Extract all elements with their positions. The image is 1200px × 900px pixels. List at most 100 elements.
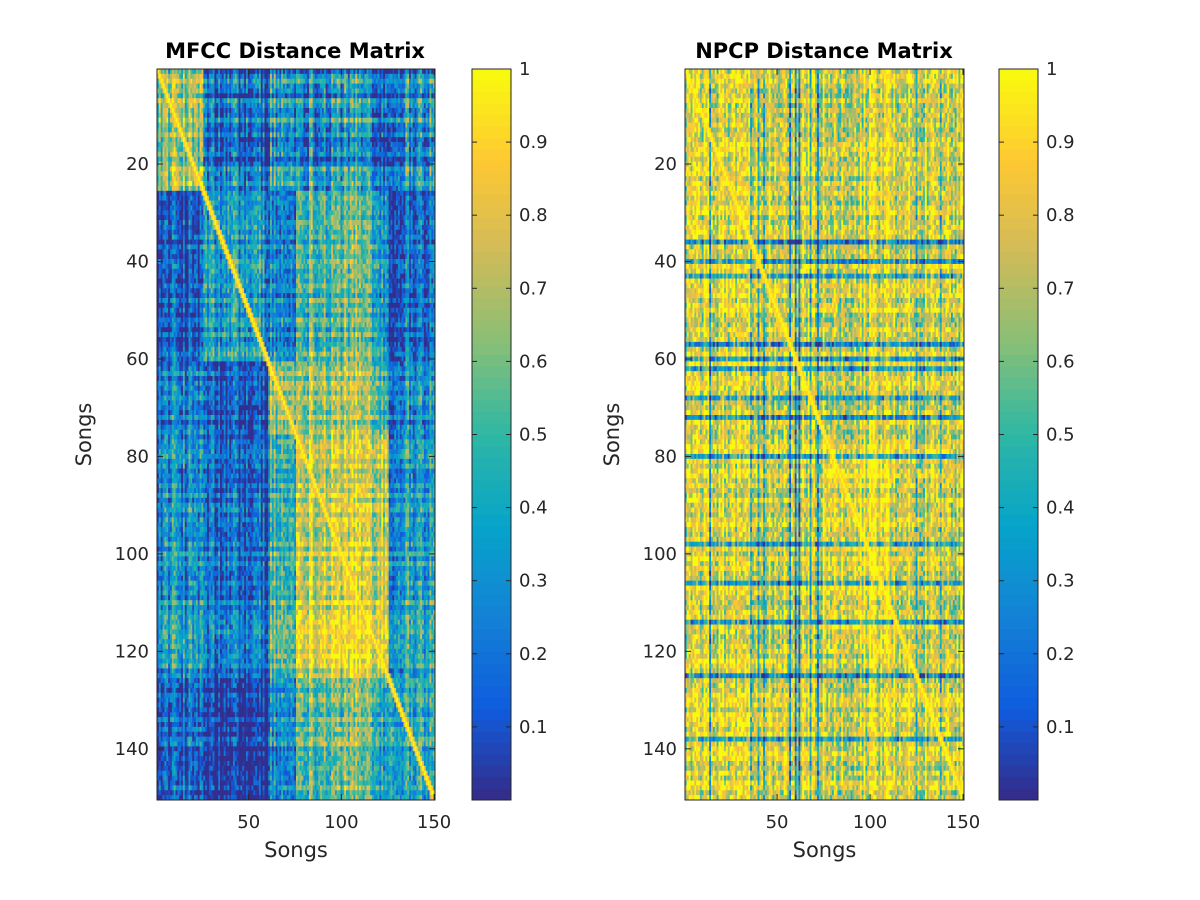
heatmap-cell xyxy=(318,73,321,80)
heatmap-cell xyxy=(331,103,334,109)
heatmap-cell xyxy=(225,88,228,94)
heatmap-cell xyxy=(336,73,339,80)
heatmap-cell xyxy=(327,73,330,80)
heatmap-cell xyxy=(173,88,176,94)
heatmap-cell xyxy=(249,93,252,99)
heatmap-cell xyxy=(316,117,319,123)
heatmap-cell xyxy=(397,69,401,75)
heatmap-cell xyxy=(279,69,282,75)
heatmap-cell xyxy=(271,93,275,99)
heatmap-cell xyxy=(201,93,204,99)
heatmap-cell xyxy=(253,93,256,99)
heatmap-cell xyxy=(362,78,365,84)
heatmap-cell xyxy=(418,112,421,119)
heatmap-cell xyxy=(401,78,404,84)
heatmap-cell xyxy=(329,117,332,123)
heatmap-cell xyxy=(314,83,317,89)
heatmap-cell xyxy=(277,88,280,94)
heatmap-cell xyxy=(425,83,428,89)
heatmap-cell xyxy=(425,107,428,114)
heatmap-cell xyxy=(377,73,380,80)
heatmap-cell xyxy=(299,107,302,114)
heatmap-cell xyxy=(192,117,195,123)
heatmap-cell xyxy=(238,93,241,99)
heatmap-cell xyxy=(234,83,238,89)
heatmap-cell xyxy=(199,107,202,114)
mfcc-panel: MFCC Distance Matrix 50 100 150 2040608010… xyxy=(72,39,548,862)
heatmap-cell xyxy=(188,83,191,89)
heatmap-cell xyxy=(351,98,354,104)
heatmap-cell xyxy=(216,69,219,75)
heatmap-cell xyxy=(327,69,330,75)
heatmap-cell xyxy=(340,98,343,104)
heatmap-cell xyxy=(232,73,236,80)
heatmap-cell xyxy=(414,78,417,84)
heatmap-cell xyxy=(229,103,232,109)
heatmap-cell xyxy=(401,112,404,119)
heatmap-cell xyxy=(182,107,186,114)
heatmap-cell xyxy=(169,117,173,123)
heatmap-cell xyxy=(197,73,200,80)
heatmap-cell xyxy=(381,88,384,94)
heatmap-cell xyxy=(412,112,415,119)
heatmap-cell xyxy=(414,103,417,109)
heatmap-cell xyxy=(431,73,434,80)
heatmap-cell xyxy=(270,69,273,75)
heatmap-cell xyxy=(431,112,434,119)
heatmap-cell xyxy=(355,73,358,80)
heatmap-cell xyxy=(223,69,226,75)
heatmap-cell xyxy=(220,78,223,84)
heatmap-cell xyxy=(346,103,349,109)
heatmap-cell xyxy=(425,73,428,80)
chart-title: MFCC Distance Matrix xyxy=(165,39,425,63)
heatmap-cell xyxy=(399,83,402,89)
heatmap-cell xyxy=(290,88,293,94)
heatmap-cell xyxy=(158,88,162,94)
heatmap-cell xyxy=(234,73,238,80)
heatmap-cell xyxy=(221,103,225,109)
heatmap-cell xyxy=(242,78,245,84)
heatmap-cell xyxy=(286,103,289,109)
heatmap-cell xyxy=(314,88,317,94)
heatmap-cell xyxy=(271,117,275,123)
heatmap-cell xyxy=(175,73,178,80)
heatmap-cell xyxy=(351,78,354,84)
heatmap-cell xyxy=(245,98,249,104)
heatmap-cell xyxy=(199,83,202,89)
heatmap-cell xyxy=(410,112,414,119)
heatmap-cell xyxy=(173,69,176,75)
heatmap-cell xyxy=(221,83,225,89)
heatmap-cell xyxy=(351,88,354,94)
heatmap-cell xyxy=(288,73,291,80)
heatmap-cell xyxy=(422,83,425,89)
heatmap-cell xyxy=(357,107,360,114)
heatmap-cell xyxy=(312,117,315,123)
heatmap-cell xyxy=(308,117,312,123)
heatmap-cell xyxy=(225,93,228,99)
heatmap-cell xyxy=(234,112,238,119)
heatmap-cell xyxy=(399,93,402,99)
heatmap-cell xyxy=(284,93,288,99)
heatmap-cell xyxy=(255,98,258,104)
heatmap-cell xyxy=(320,78,323,84)
heatmap-cell xyxy=(427,78,430,84)
heatmap-cell xyxy=(301,69,304,75)
heatmap-cell xyxy=(397,78,401,84)
heatmap-cell xyxy=(379,69,382,75)
heatmap-cell xyxy=(320,88,323,94)
heatmap-cell xyxy=(266,78,269,84)
heatmap-cell xyxy=(338,103,341,109)
heatmap-cell xyxy=(308,78,312,84)
heatmap-cell xyxy=(175,98,178,104)
heatmap-cell xyxy=(169,103,173,109)
heatmap-cell xyxy=(410,88,414,94)
heatmap-cell xyxy=(388,78,391,84)
heatmap-cell xyxy=(283,98,286,104)
heatmap-cell xyxy=(169,83,173,89)
heatmap-cell xyxy=(270,117,273,123)
heatmap-cell xyxy=(234,107,238,114)
heatmap-cell xyxy=(297,98,301,104)
heatmap-cell xyxy=(231,83,234,89)
heatmap-cell xyxy=(188,117,191,123)
heatmap-cell xyxy=(312,73,315,80)
